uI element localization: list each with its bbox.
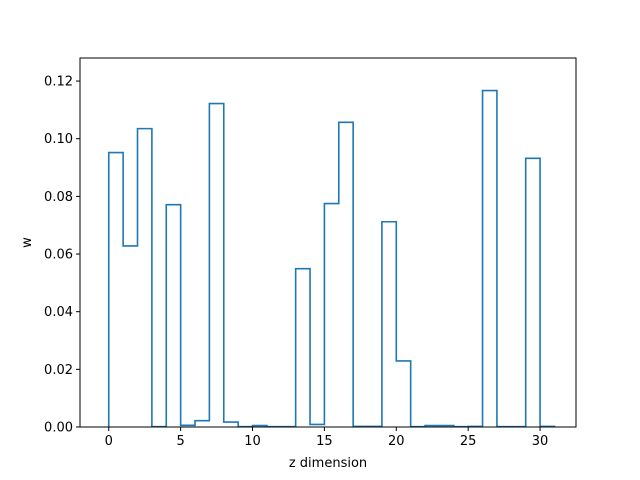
y-tick-label: 0.00 — [44, 421, 73, 436]
x-tick-label: 20 — [388, 434, 405, 449]
axes-frame — [79, 57, 577, 428]
x-tick-label: 0 — [105, 434, 113, 449]
x-tick-label: 30 — [532, 434, 549, 449]
plot-area — [107, 89, 556, 428]
y-tick-label: 0.02 — [44, 363, 73, 378]
y-axis-label: w — [20, 237, 35, 248]
histogram-step-line — [107, 89, 556, 428]
x-tick-label: 15 — [316, 434, 333, 449]
y-tick-label: 0.10 — [44, 132, 73, 147]
x-tick-label: 25 — [460, 434, 477, 449]
y-tick-label: 0.08 — [44, 190, 73, 205]
x-tick-label: 5 — [176, 434, 184, 449]
y-tick-label: 0.06 — [44, 248, 73, 263]
x-axis-label: z dimension — [289, 456, 367, 471]
y-tick-label: 0.12 — [44, 75, 73, 90]
y-tick-label: 0.04 — [44, 305, 73, 320]
x-tick-label: 10 — [244, 434, 261, 449]
axes: 0 5 10 15 20 25 30 0.00 0.02 0.04 0.06 0.08 0.10 0.12 — [44, 57, 577, 449]
